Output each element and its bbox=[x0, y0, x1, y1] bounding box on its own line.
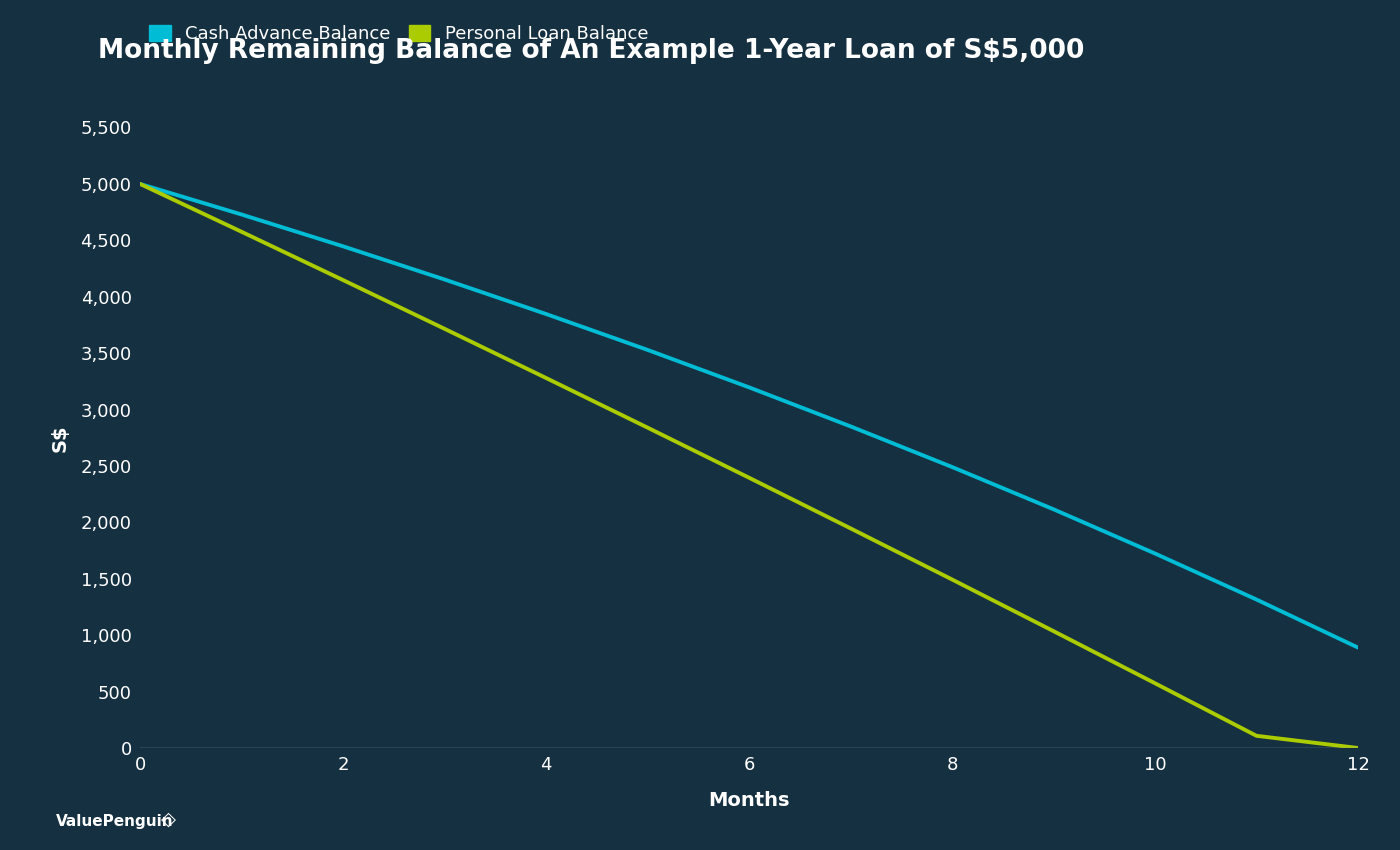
Text: ValuePenguin: ValuePenguin bbox=[56, 813, 174, 829]
Legend: Cash Advance Balance, Personal Loan Balance: Cash Advance Balance, Personal Loan Bala… bbox=[148, 25, 648, 43]
Text: Monthly Remaining Balance of An Example 1-Year Loan of S$5,000: Monthly Remaining Balance of An Example … bbox=[98, 38, 1085, 65]
Text: ◇: ◇ bbox=[161, 810, 176, 829]
X-axis label: Months: Months bbox=[708, 791, 790, 810]
Y-axis label: S$: S$ bbox=[50, 424, 70, 451]
